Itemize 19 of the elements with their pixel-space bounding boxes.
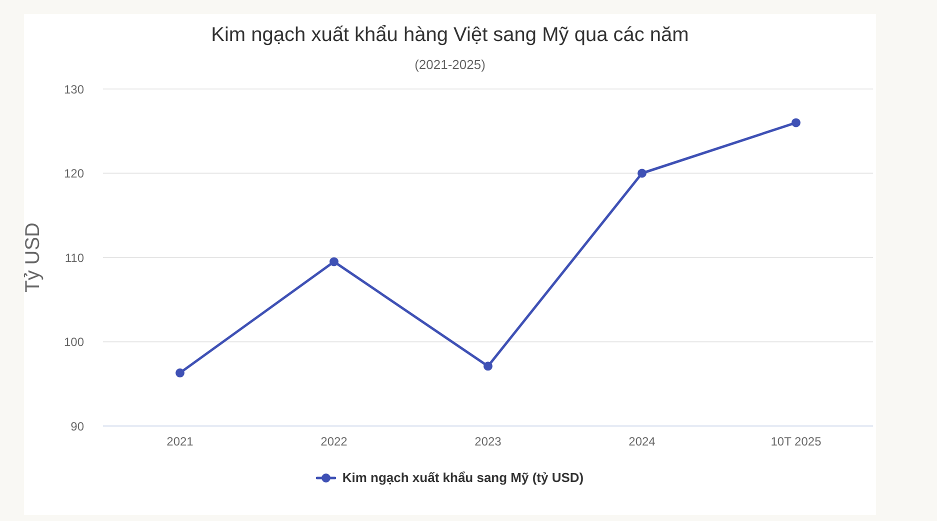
y-tick-label: 100 [64,335,84,350]
point [484,362,492,371]
y-tick-label: 110 [64,250,84,265]
chart-subtitle: (2021-2025) [414,57,486,72]
x-tick-label: 2021 [166,434,194,449]
legend-label: Kim ngạch xuất khẩu sang Mỹ (tỷ USD) [342,470,584,485]
point [176,368,184,378]
x-tick-label: 2023 [474,434,502,449]
x-tick-label: 2024 [628,434,656,449]
chart-title: Kim ngạch xuất khẩu hàng Việt sang Mỹ qua các năm [211,24,689,46]
x-tick-label: 10T 2025 [770,434,822,449]
y-axis-title: Tỷ USD [22,222,44,292]
x-tick-label: 2022 [320,434,348,449]
point [638,168,646,178]
y-tick-label: 90 [70,419,84,434]
y-tick-label: 130 [64,82,84,96]
point [792,118,800,128]
y-tick-label: 120 [64,166,84,181]
point [330,257,338,266]
